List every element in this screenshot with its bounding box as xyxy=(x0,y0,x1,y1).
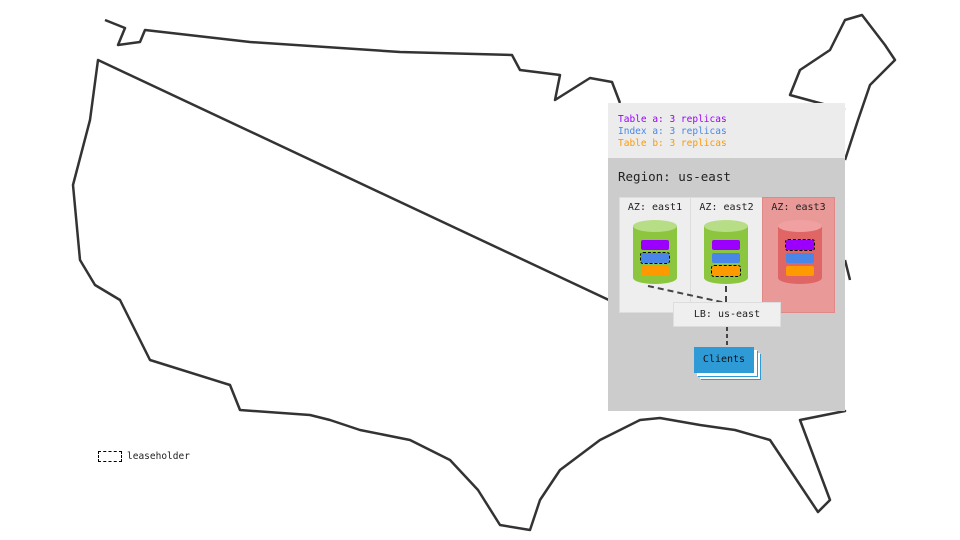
legend-index-a: Index a: 3 replicas xyxy=(618,126,727,137)
replica-index-a-leaseholder xyxy=(640,252,670,264)
az-label: AZ: east2 xyxy=(699,202,754,213)
replica-index-a xyxy=(712,253,740,263)
replica-legend: Table a: 3 replicas Index a: 3 replicas … xyxy=(608,103,845,158)
replica-table-b xyxy=(786,266,814,276)
replica-table-b-leaseholder xyxy=(711,265,741,277)
clients-box: Clients xyxy=(694,347,754,373)
legend-table-b: Table b: 3 replicas xyxy=(618,138,727,149)
replica-table-a xyxy=(641,240,669,250)
replica-table-b xyxy=(641,266,669,276)
az-label: AZ: east3 xyxy=(771,202,826,213)
replica-table-a-leaseholder xyxy=(785,239,815,251)
replica-table-a xyxy=(712,240,740,250)
load-balancer: LB: us-east xyxy=(673,302,781,327)
az-east3-failed: AZ: east3 xyxy=(762,197,835,313)
az-label: AZ: east1 xyxy=(627,202,683,213)
az-east2: AZ: east2 xyxy=(690,197,763,313)
dashed-box-icon xyxy=(98,451,122,462)
leaseholder-key-label: leaseholder xyxy=(127,451,190,462)
leaseholder-key: leaseholder xyxy=(98,451,190,462)
region-label: Region: us-east xyxy=(618,169,731,184)
connection-lines xyxy=(647,285,728,347)
region-panel: Table a: 3 replicas Index a: 3 replicas … xyxy=(608,103,845,411)
replica-index-a xyxy=(786,253,814,263)
legend-table-a: Table a: 3 replicas xyxy=(618,114,727,125)
